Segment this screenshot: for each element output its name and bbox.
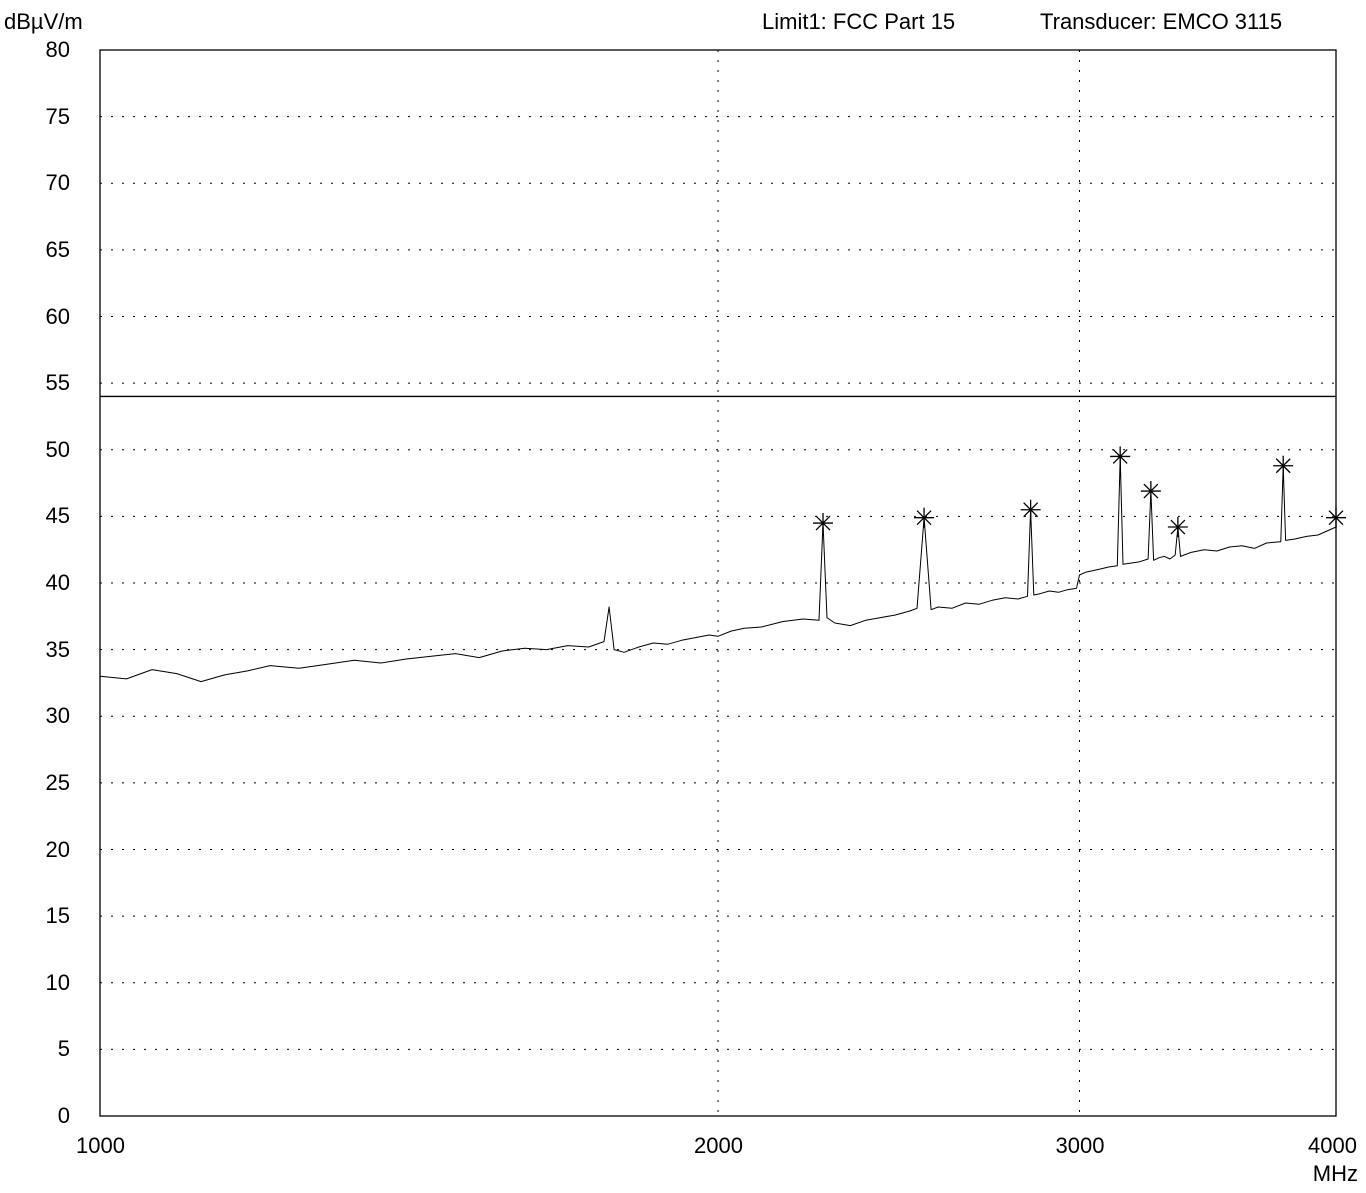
grid-lines [100, 50, 1336, 1116]
y-tick-label-70: 70 [45, 170, 70, 196]
y-tick-label-75: 75 [45, 103, 70, 129]
y-tick-label-30: 30 [45, 703, 70, 729]
y-tick-label-50: 50 [45, 436, 70, 462]
peak-marker-1 [914, 507, 935, 528]
y-tick-label-40: 40 [45, 570, 70, 595]
peak-marker-2 [1020, 499, 1041, 520]
y-tick-label-65: 65 [45, 236, 70, 262]
x-tick-label-1000: 1000 [76, 1133, 125, 1158]
peak-marker-0 [813, 513, 834, 534]
plot-frame [99, 49, 1337, 1117]
y-tick-label-10: 10 [45, 969, 70, 995]
y-tick-label-80: 80 [45, 37, 70, 62]
y-tick-label-25: 25 [45, 769, 70, 795]
x-axis-unit-label: MHz [1312, 1161, 1358, 1186]
peak-marker-6 [1273, 455, 1294, 476]
y-tick-label-35: 35 [45, 636, 70, 662]
peak-marker-3 [1110, 446, 1131, 467]
x-tick-label-3000: 3000 [1055, 1133, 1105, 1158]
y-tick-label-5: 5 [57, 1036, 70, 1062]
y-tick-label-60: 60 [45, 303, 70, 329]
transducer-header-label: Transducer: EMCO 3115 [1040, 9, 1283, 34]
y-axis-unit-label: dBµV/m [4, 9, 83, 34]
peak-marker-5 [1167, 517, 1188, 538]
marker-group [813, 446, 1346, 538]
y-tick-label-55: 55 [45, 370, 70, 396]
peak-marker-4 [1140, 481, 1161, 502]
y-tick-label-15: 15 [45, 903, 70, 929]
y-tick-label-45: 45 [45, 503, 70, 529]
x-tick-label-2000: 2000 [694, 1133, 743, 1158]
y-tick-label-20: 20 [45, 836, 70, 862]
limit-header-label: Limit1: FCC Part 15 [762, 9, 956, 34]
x-tick-label-4000: 4000 [1308, 1133, 1357, 1158]
y-tick-label-0: 0 [57, 1103, 70, 1128]
